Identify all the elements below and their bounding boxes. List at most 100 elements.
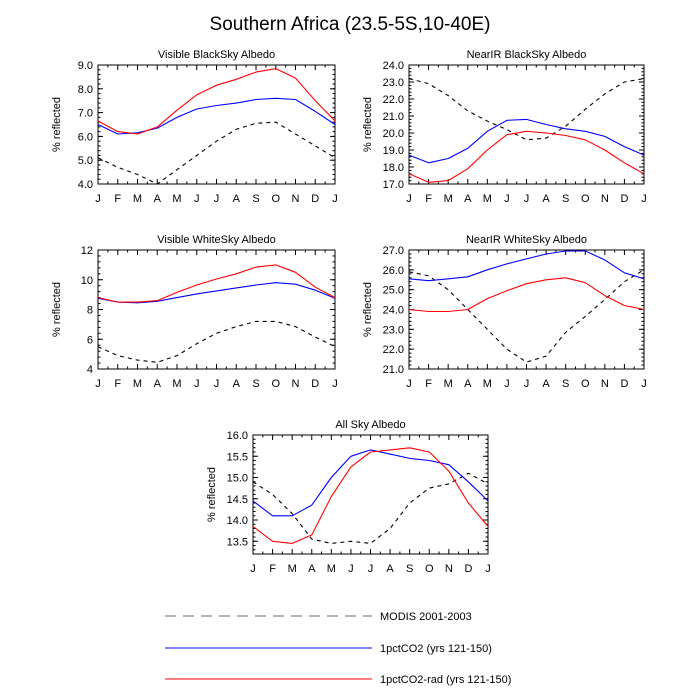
y-tick-label: 6 (87, 334, 93, 346)
y-tick-label: 23.0 (383, 324, 404, 336)
x-tick-label: N (445, 563, 453, 575)
x-tick-label: J (214, 193, 220, 205)
y-tick-label: 18.0 (383, 162, 404, 174)
y-tick-label: 8 (87, 305, 93, 317)
chart-title: Visible WhiteSky Albedo (157, 234, 275, 246)
y-tick-label: 24.0 (383, 60, 404, 72)
x-tick-label: F (425, 378, 432, 390)
x-tick-label: N (292, 193, 300, 205)
y-tick-label: 14.0 (227, 515, 248, 527)
x-tick-label: S (406, 563, 413, 575)
y-tick-label: 12 (81, 245, 93, 257)
x-tick-label: J (95, 378, 101, 390)
x-tick-label: J (95, 193, 101, 205)
y-tick-label: 8.0 (78, 84, 93, 96)
chart-title: NearIR WhiteSky Albedo (466, 234, 587, 246)
x-tick-label: J (406, 378, 412, 390)
x-tick-label: A (464, 378, 472, 390)
chart-title: All Sky Albedo (335, 419, 405, 431)
series-line-co2 (408, 118, 645, 164)
x-tick-label: J (250, 563, 256, 575)
x-tick-label: A (542, 193, 550, 205)
y-axis-label: % reflected (51, 97, 63, 152)
x-tick-label: O (581, 378, 590, 390)
x-tick-label: J (194, 193, 200, 205)
legend: MODIS 2001-2003 1pctCO2 (yrs 121-150) 1pct… (165, 611, 511, 686)
x-tick-label: A (154, 378, 162, 390)
x-tick-label: S (562, 378, 569, 390)
x-tick-label: A (233, 378, 241, 390)
legend-label: 1pctCO2 (yrs 121-150) (380, 643, 492, 655)
x-tick-label: J (524, 378, 530, 390)
y-tick-label: 21.0 (383, 364, 404, 376)
x-tick-label: J (194, 378, 200, 390)
y-tick-label: 21.0 (383, 111, 404, 123)
y-tick-label: 9.0 (78, 60, 93, 72)
x-tick-label: J (332, 193, 338, 205)
y-tick-label: 6.0 (78, 131, 93, 143)
y-tick-label: 14.5 (227, 494, 248, 506)
y-tick-label: 10 (81, 275, 93, 287)
x-tick-label: D (620, 378, 628, 390)
x-tick-label: F (114, 378, 121, 390)
y-tick-label: 24.0 (383, 305, 404, 317)
series-line-co2 (408, 250, 645, 282)
legend-label: MODIS 2001-2003 (380, 611, 472, 623)
y-tick-label: 4.0 (78, 179, 93, 191)
x-tick-label: S (252, 378, 259, 390)
y-axis-label: % reflected (51, 282, 63, 337)
y-tick-label: 15.0 (227, 473, 248, 485)
x-tick-label: D (464, 563, 472, 575)
x-tick-label: O (271, 193, 280, 205)
x-tick-label: O (425, 563, 434, 575)
x-tick-label: O (581, 193, 590, 205)
x-tick-label: A (233, 193, 241, 205)
series-line-co2rad (408, 277, 645, 313)
x-tick-label: M (483, 193, 492, 205)
x-tick-label: S (562, 193, 569, 205)
y-tick-label: 22.0 (383, 94, 404, 106)
x-tick-label: J (406, 193, 412, 205)
y-tick-label: 26.0 (383, 265, 404, 277)
series-line-co2 (97, 282, 336, 304)
y-tick-label: 23.0 (383, 77, 404, 89)
series-line-co2rad (97, 264, 336, 303)
x-tick-label: M (444, 193, 453, 205)
x-tick-label: A (308, 563, 316, 575)
x-tick-label: M (133, 193, 142, 205)
x-tick-label: O (271, 378, 280, 390)
series-line-co2rad (408, 130, 645, 183)
y-axis-label: % reflected (362, 97, 374, 152)
y-tick-label: 15.5 (227, 451, 248, 463)
x-tick-label: F (425, 193, 432, 205)
x-tick-label: J (524, 193, 530, 205)
series-line-co2rad (97, 68, 336, 135)
x-tick-label: D (311, 193, 319, 205)
x-tick-label: A (464, 193, 472, 205)
legend-item-co2: 1pctCO2 (yrs 121-150) (165, 643, 492, 655)
series-line-modis (408, 78, 645, 141)
x-tick-label: J (641, 193, 647, 205)
x-tick-label: J (641, 378, 647, 390)
x-tick-label: J (348, 563, 354, 575)
x-tick-label: J (504, 193, 510, 205)
y-axis-label: % reflected (206, 467, 218, 522)
x-tick-label: J (332, 378, 338, 390)
y-tick-label: 16.0 (227, 430, 248, 442)
x-tick-label: J (368, 563, 374, 575)
series-line-modis (97, 320, 336, 363)
y-axis-label: % reflected (362, 282, 374, 337)
x-tick-label: M (444, 378, 453, 390)
y-tick-label: 13.5 (227, 536, 248, 548)
legend-item-co2rad: 1pctCO2-rad (yrs 121-150) (165, 674, 511, 686)
legend-item-modis: MODIS 2001-2003 (165, 611, 472, 623)
series-line-co2 (252, 449, 489, 517)
figure-title: Southern Africa (23.5-5S,10-40E) (210, 14, 491, 35)
x-tick-label: N (601, 193, 609, 205)
